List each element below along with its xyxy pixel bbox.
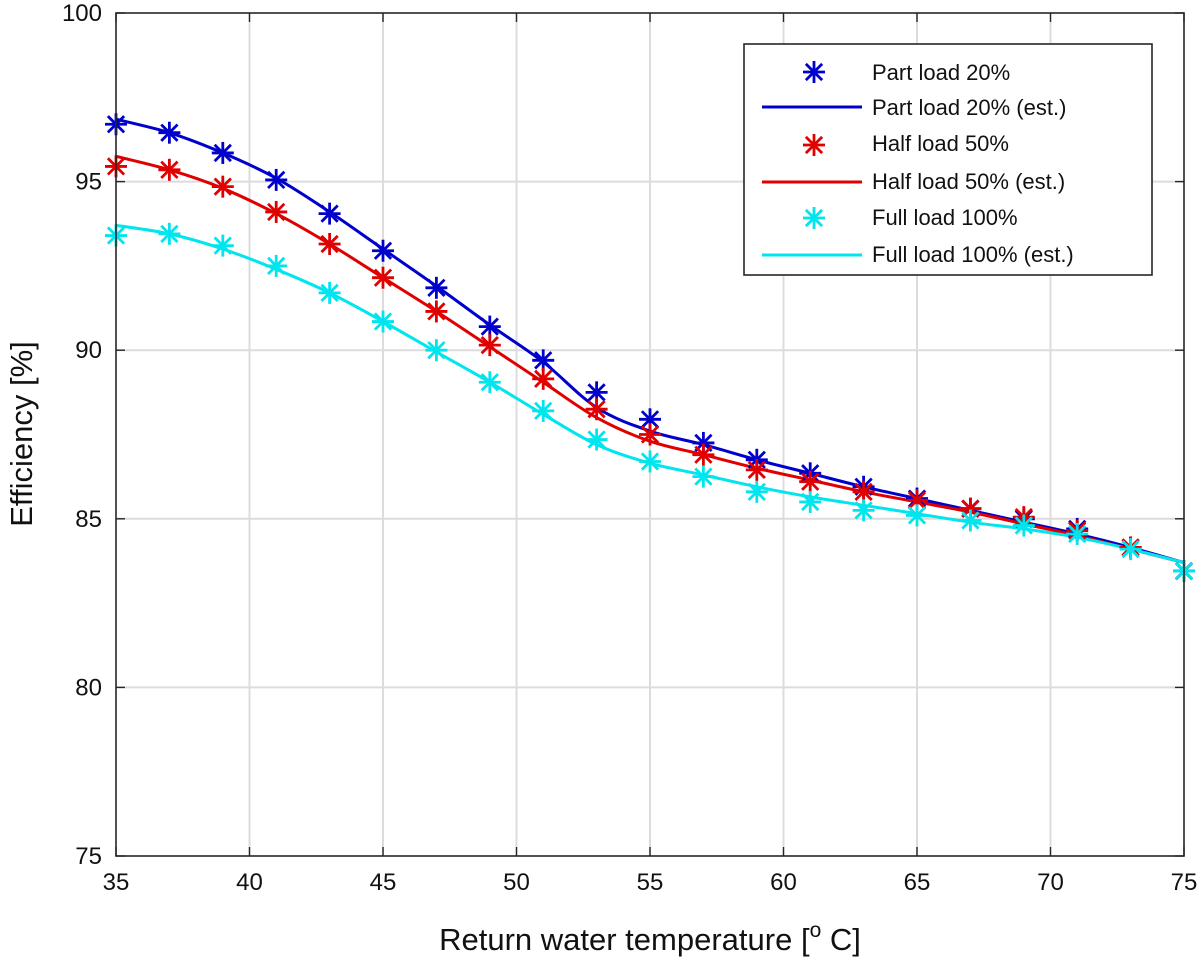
legend-label-full-load-est: Full load 100% (est.)	[872, 242, 1074, 267]
full-load-point	[478, 371, 501, 394]
legend-label-half-load-est: Half load 50% (est.)	[872, 169, 1065, 194]
x-axis-title-main: Return water temperature [	[439, 922, 810, 957]
y-tick-label: 100	[62, 0, 102, 27]
part-load-point	[532, 349, 555, 372]
x-tick-label: 50	[503, 869, 530, 896]
legend-part-load-marker	[803, 61, 825, 83]
half-load-point	[478, 334, 501, 357]
half-load-point	[532, 367, 555, 390]
full-load-point	[639, 450, 661, 473]
x-tick-label: 35	[103, 869, 130, 896]
full-load-point	[906, 504, 928, 527]
full-load-markers	[105, 222, 1195, 583]
x-tick-label: 40	[236, 869, 263, 896]
full-load-point	[532, 399, 555, 422]
half-load-point	[745, 458, 768, 481]
y-tick-label: 90	[75, 337, 102, 364]
y-tick-labels: 75 80 85 90 95 100	[62, 0, 102, 870]
x-tick-label: 65	[904, 869, 931, 896]
half-load-est-line	[115, 154, 1185, 565]
legend: Part load 20% Part load 20% (est.) Half …	[743, 43, 1153, 276]
half-load-point	[211, 175, 234, 198]
half-load-point	[585, 398, 608, 421]
full-load-point	[372, 310, 394, 333]
full-load-point	[1012, 514, 1035, 537]
part-load-point	[265, 168, 288, 191]
half-load-point	[265, 200, 288, 223]
half-load-point	[372, 266, 394, 289]
full-load-point	[852, 499, 875, 522]
full-load-point	[265, 254, 288, 277]
y-tick-label: 95	[75, 169, 102, 196]
legend-full-load-marker	[803, 207, 825, 229]
full-load-point	[158, 222, 181, 245]
x-tick-labels: 35 40 45 50 55 60 65 70 75	[103, 869, 1198, 896]
legend-label-half-load: Half load 50%	[872, 131, 1009, 156]
full-load-point	[1119, 538, 1142, 561]
x-axis-title-unit: C]	[821, 922, 861, 957]
half-load-point	[852, 480, 875, 503]
y-axis-title: Efficiency [%]	[4, 341, 39, 527]
full-load-point	[1066, 522, 1089, 545]
part-load-point	[478, 315, 501, 338]
legend-box	[743, 43, 1153, 276]
legend-label-part-load-est: Part load 20% (est.)	[872, 95, 1066, 120]
part-load-point	[425, 276, 448, 299]
legend-half-load-marker	[803, 134, 825, 156]
half-load-point	[425, 300, 448, 323]
y-tick-label: 75	[75, 843, 102, 870]
full-load-point	[799, 490, 822, 513]
x-tick-label: 75	[1171, 869, 1198, 896]
y-tick-label: 85	[75, 506, 102, 533]
part-load-point	[158, 121, 181, 144]
part-load-point	[211, 141, 234, 164]
full-load-point	[318, 281, 341, 304]
legend-label-part-load: Part load 20%	[872, 60, 1010, 85]
x-tick-label: 60	[770, 869, 797, 896]
part-load-point	[318, 202, 341, 225]
half-load-point	[318, 232, 341, 255]
full-load-point	[959, 509, 982, 532]
axis-ticks	[115, 12, 1185, 857]
x-axis-title: Return water temperature [o C]	[439, 919, 861, 957]
y-tick-label: 80	[75, 674, 102, 701]
half-load-point	[158, 158, 181, 181]
measured-markers	[105, 113, 1195, 583]
x-tick-label: 45	[370, 869, 397, 896]
half-load-point	[692, 443, 715, 466]
half-load-point	[799, 470, 822, 493]
x-axis-title-superscript: o	[810, 919, 822, 942]
x-tick-label: 70	[1037, 869, 1064, 896]
half-load-point	[639, 423, 661, 446]
full-load-point	[585, 428, 608, 451]
x-tick-label: 55	[637, 869, 664, 896]
part-load-point	[372, 239, 394, 262]
full-load-point	[692, 465, 715, 488]
full-load-point	[745, 480, 768, 503]
full-load-point	[211, 234, 234, 257]
part-load-point	[585, 381, 608, 404]
legend-symbols	[762, 61, 862, 257]
legend-label-full-load: Full load 100%	[872, 205, 1018, 230]
full-load-point	[425, 339, 448, 362]
part-load-est-line	[115, 117, 1185, 565]
